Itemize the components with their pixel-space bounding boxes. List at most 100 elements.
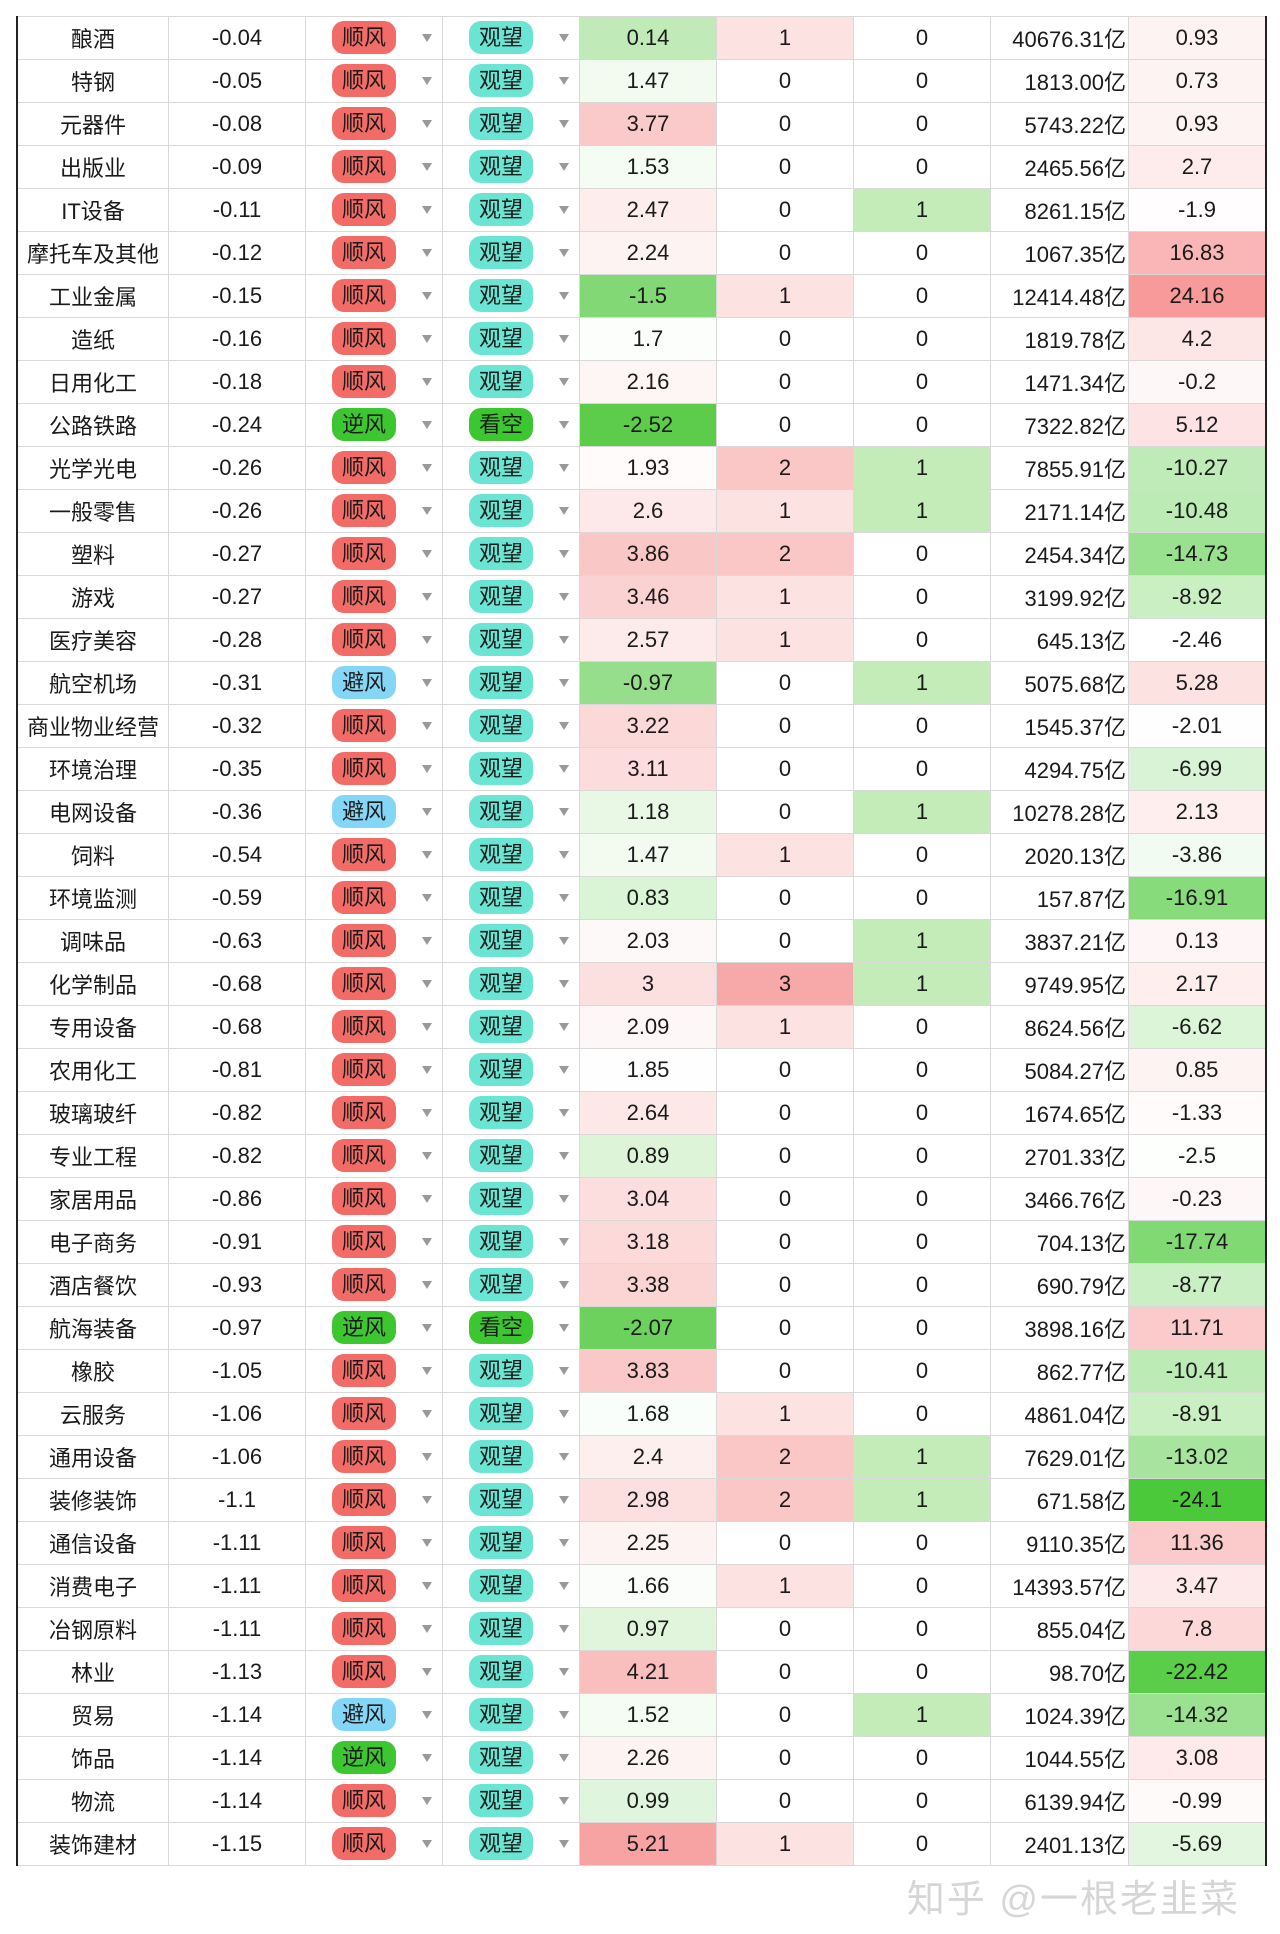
chevron-down-icon[interactable] [422,77,432,85]
cell-view-select[interactable]: 观望 [442,1478,580,1522]
cell-wind-select[interactable]: 顺风 [305,1263,443,1307]
cell-wind-select[interactable]: 顺风 [305,489,443,533]
cell-wind-select[interactable]: 顺风 [305,1650,443,1694]
chevron-down-icon[interactable] [422,1281,432,1289]
chevron-down-icon[interactable] [559,1539,569,1547]
cell-view-select[interactable]: 看空 [442,403,580,447]
cell-view-select[interactable]: 观望 [442,919,580,963]
cell-view-select[interactable]: 观望 [442,1736,580,1780]
cell-wind-select[interactable]: 顺风 [305,360,443,404]
chevron-down-icon[interactable] [559,1840,569,1848]
chevron-down-icon[interactable] [559,1109,569,1117]
chevron-down-icon[interactable] [559,1367,569,1375]
cell-wind-select[interactable]: 顺风 [305,1435,443,1479]
cell-wind-select[interactable]: 顺风 [305,16,443,60]
chevron-down-icon[interactable] [422,894,432,902]
chevron-down-icon[interactable] [422,980,432,988]
cell-wind-select[interactable]: 顺风 [305,532,443,576]
chevron-down-icon[interactable] [422,1840,432,1848]
cell-view-select[interactable]: 观望 [442,489,580,533]
chevron-down-icon[interactable] [559,1281,569,1289]
chevron-down-icon[interactable] [422,679,432,687]
cell-view-select[interactable]: 观望 [442,1177,580,1221]
chevron-down-icon[interactable] [559,421,569,429]
cell-wind-select[interactable]: 顺风 [305,1478,443,1522]
chevron-down-icon[interactable] [559,980,569,988]
cell-wind-select[interactable]: 顺风 [305,1177,443,1221]
chevron-down-icon[interactable] [559,894,569,902]
chevron-down-icon[interactable] [559,34,569,42]
cell-wind-select[interactable]: 顺风 [305,1349,443,1393]
chevron-down-icon[interactable] [422,937,432,945]
cell-view-select[interactable]: 观望 [442,1048,580,1092]
cell-view-select[interactable]: 观望 [442,1693,580,1737]
chevron-down-icon[interactable] [422,163,432,171]
chevron-down-icon[interactable] [422,808,432,816]
chevron-down-icon[interactable] [559,1496,569,1504]
chevron-down-icon[interactable] [559,1754,569,1762]
cell-view-select[interactable]: 观望 [442,102,580,146]
chevron-down-icon[interactable] [559,1711,569,1719]
cell-wind-select[interactable]: 避风 [305,661,443,705]
chevron-down-icon[interactable] [422,636,432,644]
cell-wind-select[interactable]: 顺风 [305,747,443,791]
cell-wind-select[interactable]: 避风 [305,1693,443,1737]
chevron-down-icon[interactable] [422,1496,432,1504]
cell-view-select[interactable]: 观望 [442,747,580,791]
chevron-down-icon[interactable] [422,249,432,257]
chevron-down-icon[interactable] [559,937,569,945]
chevron-down-icon[interactable] [422,1539,432,1547]
cell-wind-select[interactable]: 顺风 [305,145,443,189]
chevron-down-icon[interactable] [559,1453,569,1461]
chevron-down-icon[interactable] [559,1582,569,1590]
cell-view-select[interactable]: 观望 [442,188,580,232]
chevron-down-icon[interactable] [559,1625,569,1633]
cell-wind-select[interactable]: 顺风 [305,59,443,103]
chevron-down-icon[interactable] [422,120,432,128]
chevron-down-icon[interactable] [422,1453,432,1461]
cell-view-select[interactable]: 观望 [442,59,580,103]
chevron-down-icon[interactable] [422,851,432,859]
cell-view-select[interactable]: 观望 [442,962,580,1006]
cell-wind-select[interactable]: 顺风 [305,618,443,662]
chevron-down-icon[interactable] [559,1238,569,1246]
cell-wind-select[interactable]: 顺风 [305,1564,443,1608]
chevron-down-icon[interactable] [422,1797,432,1805]
cell-wind-select[interactable]: 顺风 [305,1521,443,1565]
chevron-down-icon[interactable] [559,507,569,515]
chevron-down-icon[interactable] [559,636,569,644]
cell-view-select[interactable]: 观望 [442,1779,580,1823]
cell-view-select[interactable]: 观望 [442,446,580,490]
cell-wind-select[interactable]: 顺风 [305,188,443,232]
cell-wind-select[interactable]: 顺风 [305,919,443,963]
cell-view-select[interactable]: 观望 [442,1564,580,1608]
chevron-down-icon[interactable] [559,550,569,558]
chevron-down-icon[interactable] [422,1066,432,1074]
chevron-down-icon[interactable] [422,765,432,773]
chevron-down-icon[interactable] [559,1023,569,1031]
chevron-down-icon[interactable] [559,851,569,859]
cell-wind-select[interactable]: 顺风 [305,833,443,877]
chevron-down-icon[interactable] [422,1109,432,1117]
chevron-down-icon[interactable] [559,292,569,300]
cell-wind-select[interactable]: 顺风 [305,1607,443,1651]
cell-wind-select[interactable]: 顺风 [305,1091,443,1135]
chevron-down-icon[interactable] [422,1324,432,1332]
chevron-down-icon[interactable] [559,249,569,257]
cell-view-select[interactable]: 观望 [442,833,580,877]
cell-view-select[interactable]: 观望 [442,876,580,920]
chevron-down-icon[interactable] [422,464,432,472]
chevron-down-icon[interactable] [559,765,569,773]
chevron-down-icon[interactable] [422,206,432,214]
cell-view-select[interactable]: 观望 [442,1392,580,1436]
cell-wind-select[interactable]: 逆风 [305,403,443,447]
chevron-down-icon[interactable] [422,1711,432,1719]
chevron-down-icon[interactable] [559,808,569,816]
cell-view-select[interactable]: 观望 [442,1134,580,1178]
cell-view-select[interactable]: 看空 [442,1306,580,1350]
chevron-down-icon[interactable] [422,1668,432,1676]
chevron-down-icon[interactable] [559,1410,569,1418]
chevron-down-icon[interactable] [559,593,569,601]
chevron-down-icon[interactable] [559,120,569,128]
chevron-down-icon[interactable] [422,507,432,515]
